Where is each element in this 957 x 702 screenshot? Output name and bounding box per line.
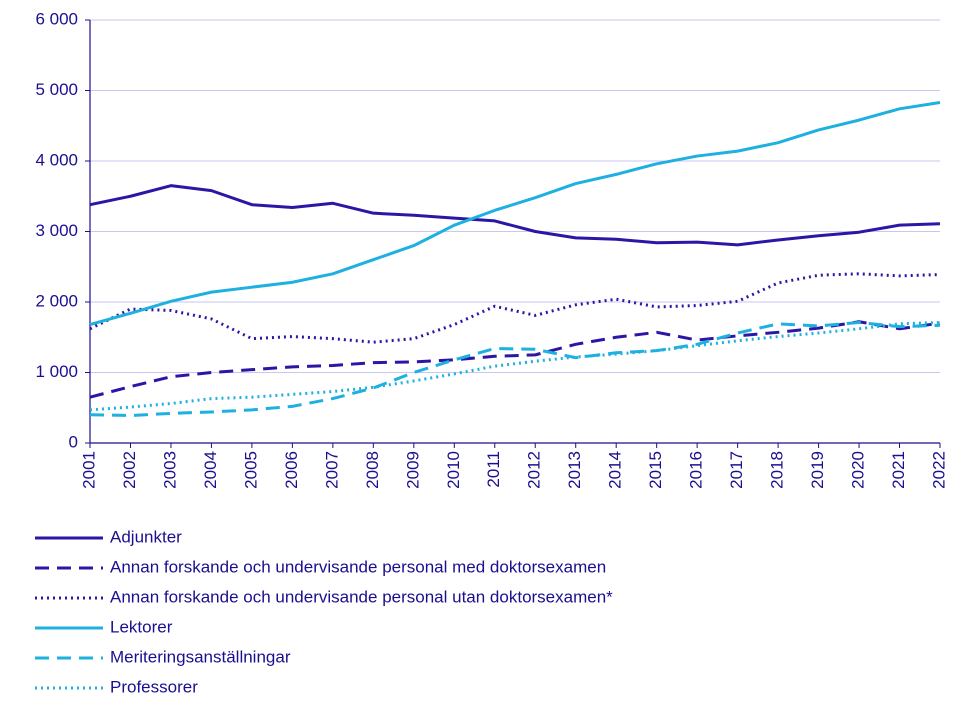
x-tick-label: 2009 bbox=[403, 451, 422, 489]
x-tick-label: 2012 bbox=[525, 451, 544, 489]
legend-label: Annan forskande och undervisande persona… bbox=[110, 587, 613, 606]
line-series bbox=[89, 320, 941, 412]
x-tick-label: 2019 bbox=[808, 451, 827, 489]
line-series bbox=[89, 272, 941, 344]
x-tick-label: 2011 bbox=[484, 451, 503, 488]
x-tick-label: 2010 bbox=[444, 451, 463, 489]
y-tick-label: 3 000 bbox=[35, 221, 78, 240]
legend-label: Adjunkter bbox=[110, 527, 182, 546]
x-tick-label: 2008 bbox=[363, 451, 382, 489]
y-tick-label: 6 000 bbox=[35, 9, 78, 28]
line-series bbox=[89, 320, 941, 418]
x-tick-label: 2004 bbox=[201, 451, 220, 489]
legend-label: Lektorer bbox=[110, 617, 173, 636]
y-tick-label: 2 000 bbox=[35, 291, 78, 310]
legend-label: Professorer bbox=[110, 677, 198, 696]
x-tick-label: 2002 bbox=[120, 451, 139, 489]
x-tick-label: 2007 bbox=[322, 451, 341, 489]
x-tick-label: 2016 bbox=[687, 451, 706, 489]
y-tick-label: 4 000 bbox=[35, 150, 78, 169]
line-series bbox=[89, 101, 941, 327]
x-tick-label: 2021 bbox=[889, 451, 908, 489]
x-tick-label: 2022 bbox=[929, 451, 948, 489]
x-tick-label: 2001 bbox=[79, 451, 98, 489]
x-tick-label: 2005 bbox=[241, 451, 260, 489]
x-tick-label: 2006 bbox=[282, 451, 301, 489]
x-tick-label: 2003 bbox=[160, 451, 179, 489]
y-tick-label: 5 000 bbox=[35, 80, 78, 99]
legend-label: Meriteringsanställningar bbox=[110, 647, 291, 666]
x-tick-label: 2015 bbox=[646, 451, 665, 489]
x-tick-label: 2020 bbox=[849, 451, 868, 489]
x-tick-label: 2013 bbox=[565, 451, 584, 489]
x-tick-label: 2018 bbox=[768, 451, 787, 489]
x-tick-label: 2014 bbox=[606, 451, 625, 489]
legend-label: Annan forskande och undervisande persona… bbox=[110, 557, 606, 576]
y-tick-label: 0 bbox=[69, 432, 78, 451]
line-series bbox=[89, 320, 941, 399]
line-series bbox=[89, 184, 941, 247]
y-tick-label: 1 000 bbox=[35, 362, 78, 381]
x-tick-label: 2017 bbox=[727, 451, 746, 489]
